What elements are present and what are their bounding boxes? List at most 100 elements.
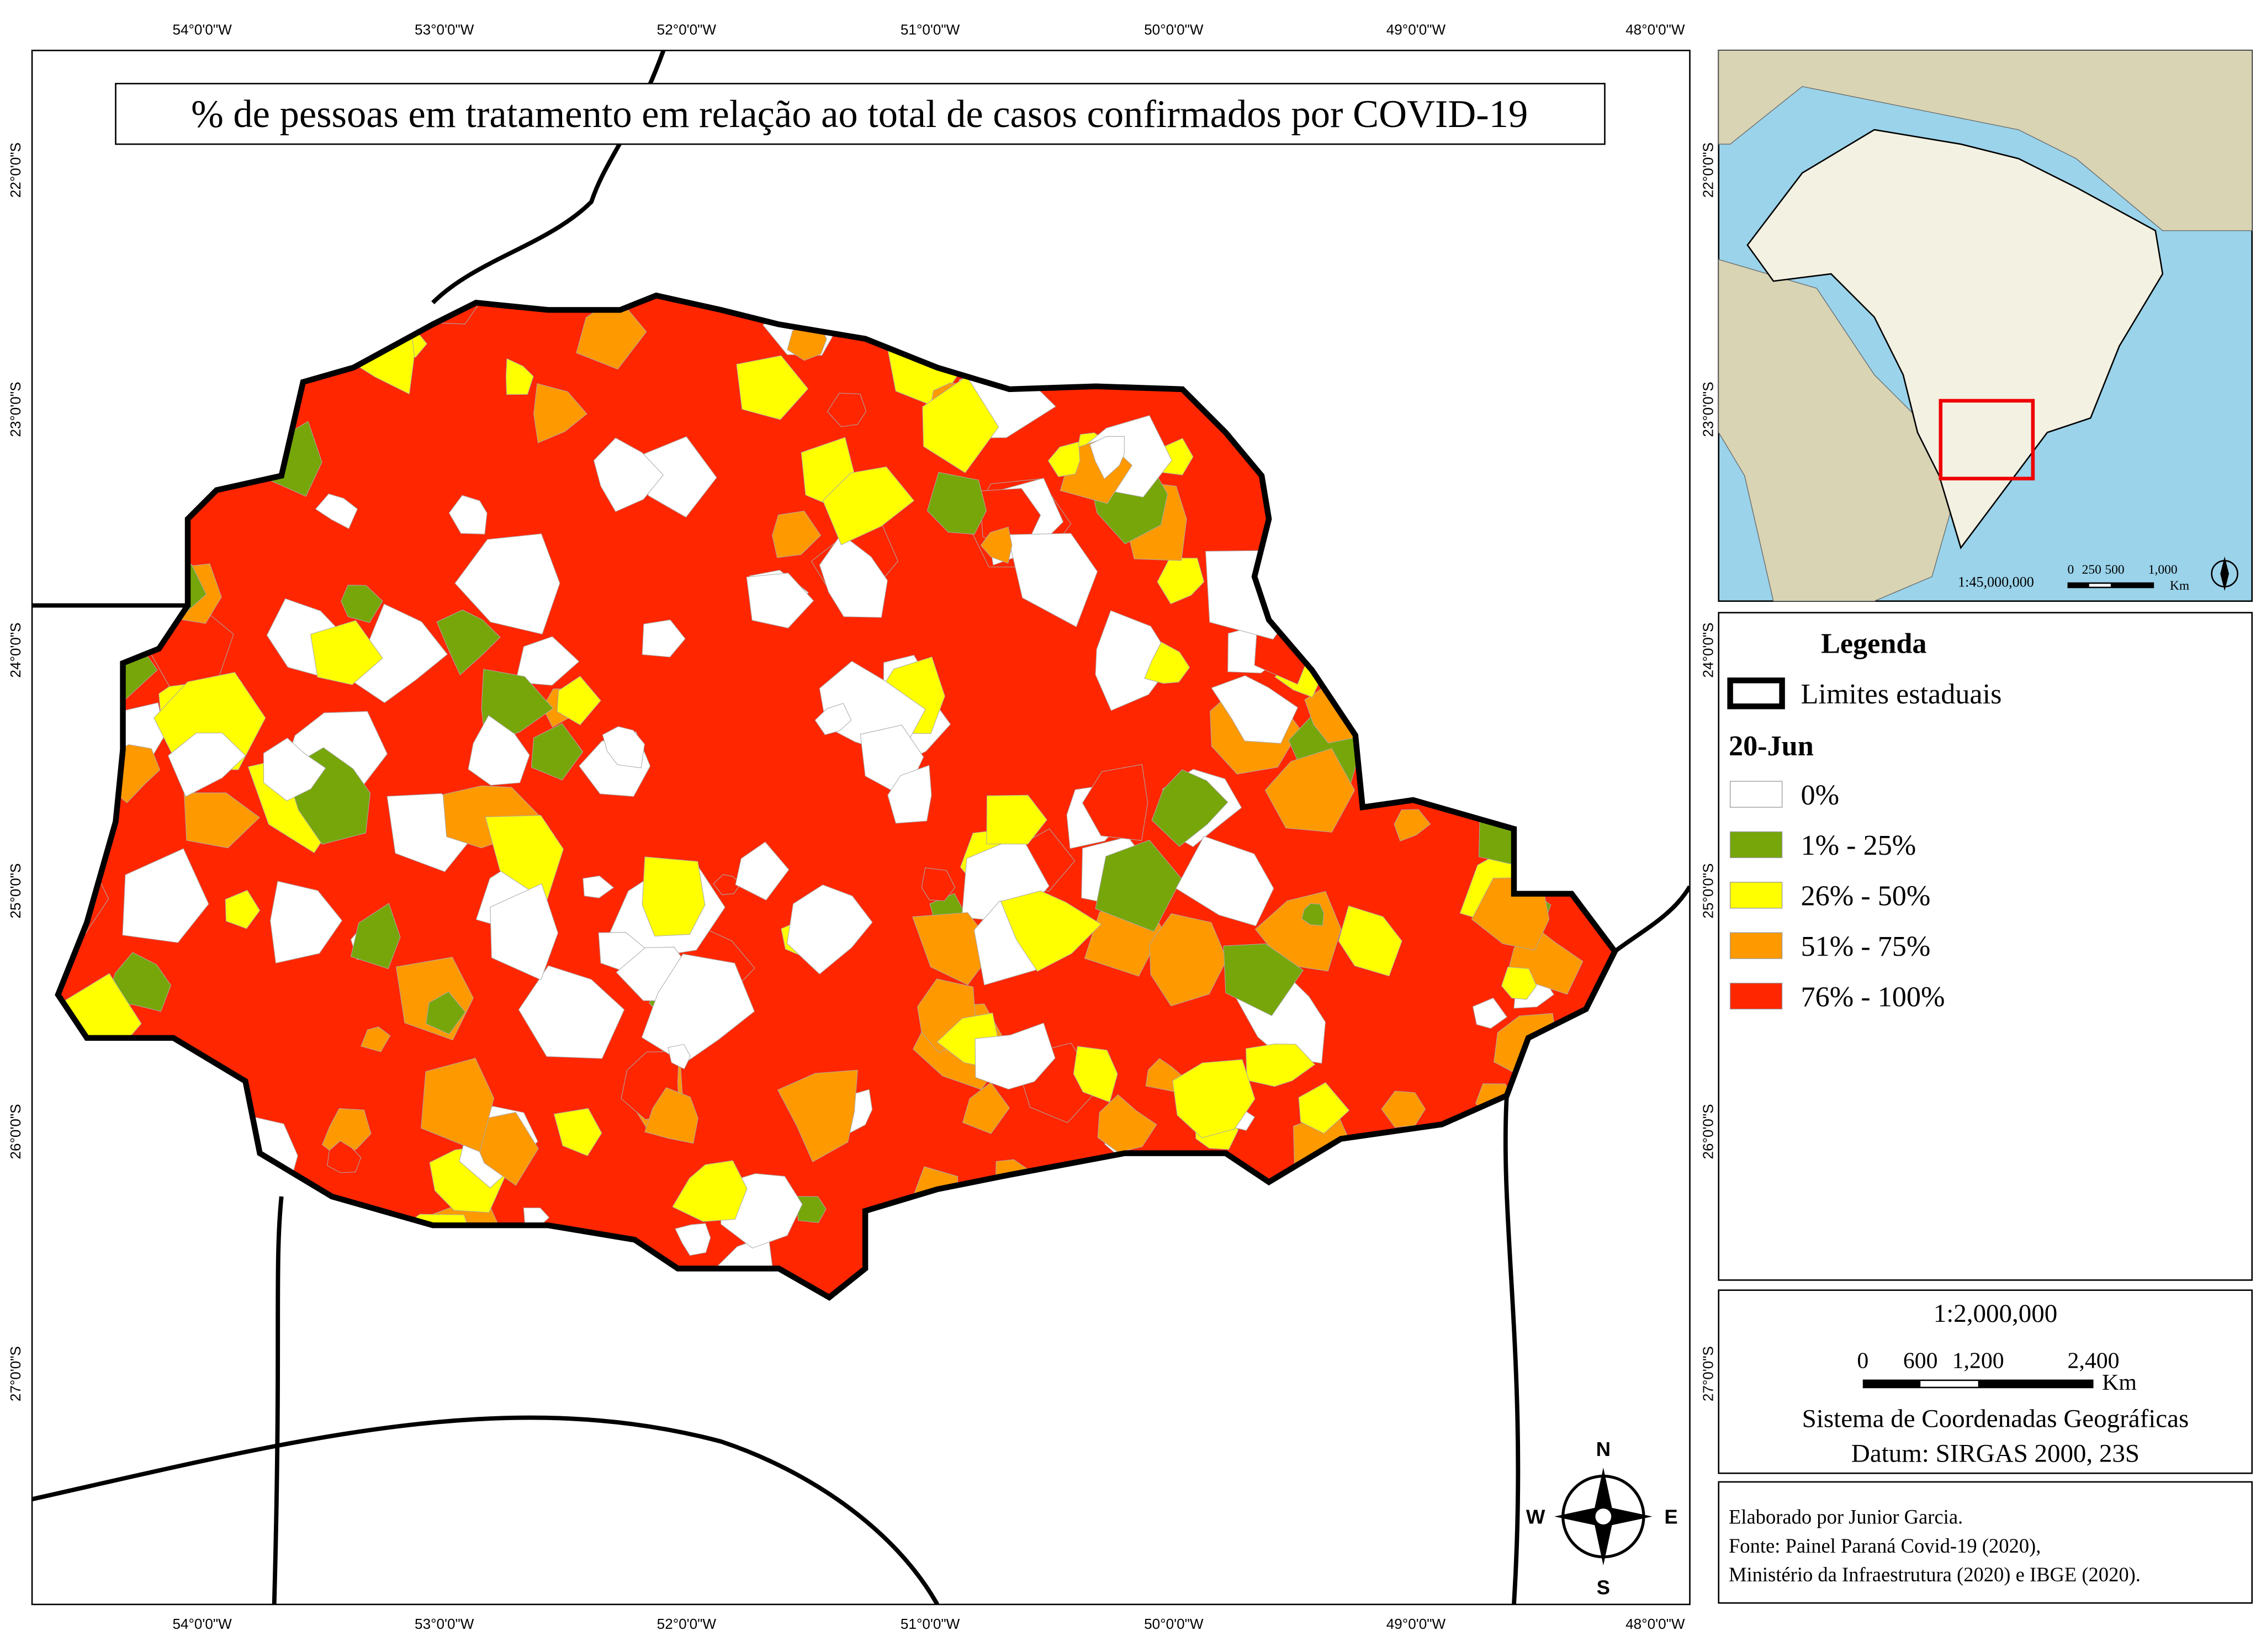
- municipality: [167, 733, 246, 797]
- municipality: [533, 383, 587, 443]
- municipality: [225, 889, 261, 929]
- municipality: [1047, 441, 1081, 477]
- municipality: [814, 703, 852, 735]
- municipality: [315, 493, 358, 530]
- municipality: [1246, 1044, 1316, 1087]
- lat-label: 27°0'0"S: [1699, 1346, 1716, 1401]
- municipality: [1298, 1082, 1350, 1134]
- municipality: [553, 1108, 602, 1157]
- credit: Fonte: Painel Paraná Covid-19 (2020),: [1729, 1534, 2041, 1557]
- municipality: [505, 358, 534, 395]
- title-box: [115, 83, 1606, 145]
- municipality: [887, 765, 932, 824]
- inset-bar-label: 250: [2082, 563, 2101, 577]
- compass-e: E: [1664, 1506, 1677, 1528]
- lon-label: 50°0'0"W: [1144, 1616, 1204, 1632]
- lat-label: 27°0'0"S: [7, 1346, 24, 1401]
- municipality: [1089, 436, 1125, 480]
- lon-label: 48°0'0"W: [1625, 22, 1685, 38]
- municipality: [975, 1023, 1056, 1090]
- credits-box: [1718, 1481, 2253, 1604]
- municipality: [1149, 913, 1227, 1007]
- lat-label: 22°0'0"S: [1699, 142, 1716, 198]
- municipality: [1151, 769, 1229, 847]
- municipality: [485, 815, 564, 902]
- municipality: [122, 848, 209, 943]
- municipality: [1073, 1046, 1118, 1103]
- municipality: [531, 723, 584, 781]
- legend-label: Limites estaduais: [1801, 678, 2002, 710]
- municipality: [1082, 764, 1148, 841]
- compass: N E S W: [1526, 1438, 1678, 1599]
- scale-label: 2,400: [2068, 1348, 2120, 1374]
- credit: Elaborado por Junior Garcia.: [1729, 1506, 1963, 1528]
- municipality: [593, 437, 664, 512]
- municipality: [675, 1223, 711, 1256]
- municipality: [490, 883, 559, 981]
- municipality: [746, 573, 814, 629]
- municipality: [1000, 890, 1102, 972]
- legend-label: 51% - 75%: [1801, 930, 1931, 962]
- lon-label: 53°0'0"W: [415, 22, 474, 38]
- inset-bar-label: 1,000: [2148, 563, 2178, 577]
- municipality: [819, 533, 888, 618]
- municipality: [270, 881, 343, 963]
- legend-swatch: [1729, 982, 1783, 1010]
- inset-unit: Km: [2170, 579, 2189, 593]
- lon-label: 52°0'0"W: [657, 1616, 717, 1632]
- municipality: [341, 585, 383, 623]
- legend-label: 1% - 25%: [1801, 829, 1916, 861]
- scale-bar: [1920, 1381, 1978, 1387]
- lat-label: 26°0'0"S: [1699, 1104, 1716, 1159]
- graticule-labels: 54°0'0"W 54°0'0"W 53°0'0"W 53°0'0"W 52°0'0"W…: [7, 22, 1716, 1633]
- municipality: [980, 526, 1013, 564]
- municipality: [518, 965, 625, 1059]
- municipality: [736, 355, 809, 420]
- compass-w: W: [1526, 1506, 1545, 1528]
- municipality: [1501, 966, 1537, 1000]
- lat-label: 23°0'0"S: [7, 382, 24, 437]
- municipality: [602, 726, 645, 769]
- municipality: [1472, 997, 1507, 1029]
- municipality: [1095, 839, 1182, 932]
- legend-label: 0%: [1801, 779, 1840, 811]
- municipality: [468, 714, 530, 786]
- municipality: [1175, 835, 1274, 926]
- scale-label: 1,200: [1952, 1348, 2004, 1374]
- municipality: [713, 874, 742, 896]
- municipality: [426, 991, 466, 1035]
- municipality: [1338, 905, 1402, 977]
- lon-label: 52°0'0"W: [657, 22, 717, 38]
- scale-label: 0: [1857, 1348, 1868, 1374]
- compass-s: S: [1597, 1576, 1610, 1599]
- municipality: [183, 792, 260, 849]
- legend-date: 20-Jun: [1729, 730, 1814, 762]
- municipality: [1157, 558, 1205, 605]
- legend-swatch: [1729, 781, 1783, 808]
- legend-box: [1718, 612, 2253, 1281]
- legend-label: 26% - 50%: [1801, 880, 1931, 912]
- municipality: [735, 841, 790, 901]
- municipality: [1097, 1094, 1157, 1153]
- legend-swatch: [1729, 831, 1783, 859]
- municipality: [1211, 675, 1299, 744]
- lat-label: 23°0'0"S: [1699, 382, 1716, 437]
- municipality: [263, 738, 326, 801]
- legend-title: Legenda: [1821, 628, 1926, 660]
- lon-label: 54°0'0"W: [172, 1616, 232, 1632]
- lon-label: 48°0'0"W: [1625, 1616, 1685, 1632]
- municipality: [448, 495, 488, 534]
- municipality: [672, 1160, 748, 1222]
- lon-label: 50°0'0"W: [1144, 22, 1204, 38]
- scale-ratio: 1:2,000,000: [1934, 1299, 2057, 1328]
- municipality: [1264, 748, 1355, 833]
- municipality: [1394, 809, 1431, 841]
- municipality: [772, 510, 822, 558]
- lon-label: 49°0'0"W: [1386, 1616, 1446, 1632]
- legend-classes: 0% 1% - 25% 26% - 50% 51% - 75% 76% - 100%: [1729, 779, 1945, 1013]
- lat-label: 22°0'0"S: [7, 142, 24, 198]
- municipality: [787, 884, 873, 975]
- legend-swatch: [1729, 882, 1783, 909]
- legend-swatch: [1729, 932, 1783, 959]
- inset-bar-label: 500: [2105, 563, 2124, 577]
